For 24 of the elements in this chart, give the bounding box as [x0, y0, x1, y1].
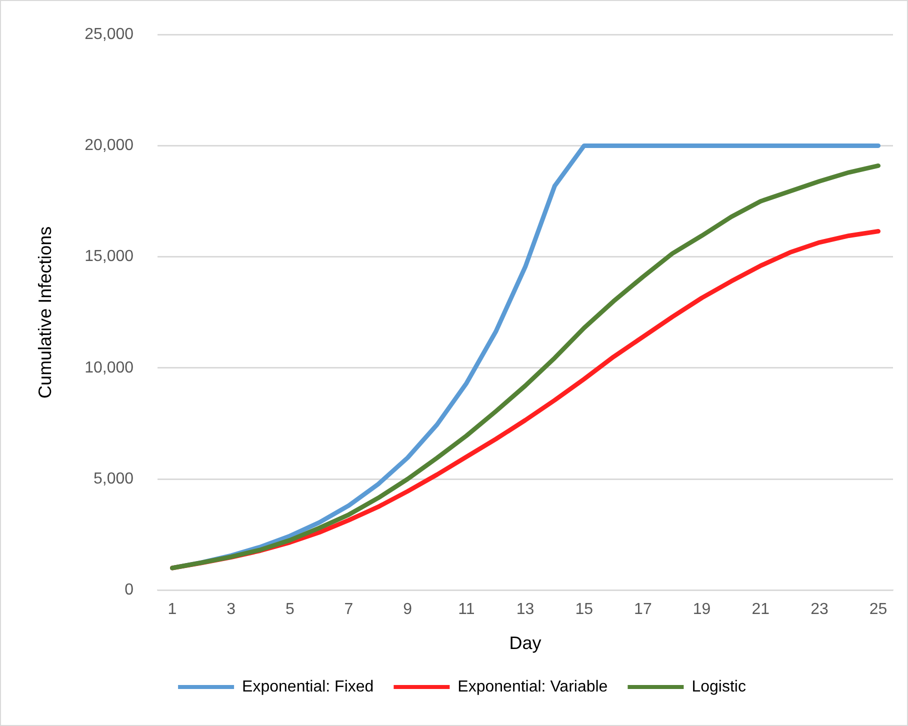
x-tick-label: 5	[285, 601, 294, 618]
x-tick-label: 17	[634, 601, 652, 618]
y-tick-label: 10,000	[84, 359, 134, 376]
legend-label: Exponential: Variable	[458, 678, 608, 696]
y-tick-label: 25,000	[84, 26, 134, 44]
x-tick-label: 7	[344, 601, 354, 618]
x-tick-label: 15	[575, 601, 594, 618]
y-tick-label: 5,000	[93, 470, 134, 488]
x-tick-label: 11	[458, 601, 475, 618]
y-tick-label: 0	[124, 582, 134, 599]
y-tick-label: 15,000	[84, 248, 134, 266]
x-tick-label: 9	[403, 601, 412, 618]
x-tick-label: 23	[810, 601, 828, 618]
x-tick-label: 25	[869, 601, 888, 618]
x-tick-label: 1	[168, 601, 177, 618]
x-tick-label: 21	[752, 601, 770, 618]
legend-label: Exponential: Fixed	[242, 678, 374, 696]
y-axis-title: Cumulative Infections	[34, 226, 55, 398]
legend-label: Logistic	[692, 678, 746, 696]
x-tick-label: 3	[226, 601, 236, 618]
x-tick-label: 19	[692, 601, 711, 618]
x-tick-label: 13	[516, 601, 534, 618]
y-tick-label: 20,000	[84, 137, 134, 154]
x-axis-title: Day	[509, 633, 542, 654]
